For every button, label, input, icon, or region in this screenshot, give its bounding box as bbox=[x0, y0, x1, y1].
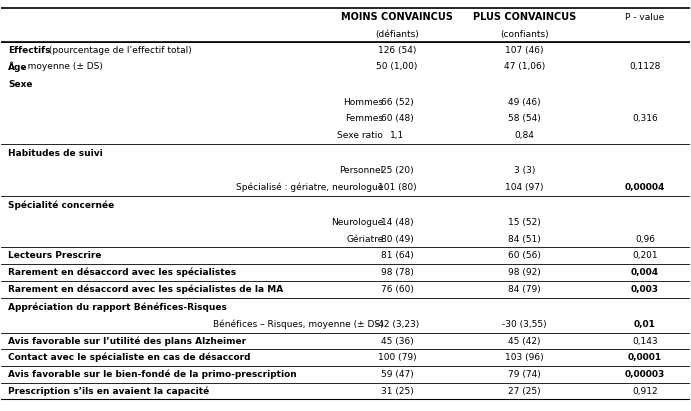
Text: Contact avec le spécialiste en cas de désaccord: Contact avec le spécialiste en cas de dé… bbox=[8, 353, 251, 363]
Text: PLUS CONVAINCUS: PLUS CONVAINCUS bbox=[473, 12, 576, 22]
Text: 0,912: 0,912 bbox=[632, 387, 658, 395]
Text: 107 (46): 107 (46) bbox=[505, 46, 544, 55]
Text: 0,1128: 0,1128 bbox=[630, 62, 661, 72]
Text: (confiants): (confiants) bbox=[500, 30, 549, 39]
Text: 0,00003: 0,00003 bbox=[625, 370, 665, 379]
Text: Prescription s’ils en avaient la capacité: Prescription s’ils en avaient la capacit… bbox=[8, 386, 209, 396]
Text: 80 (49): 80 (49) bbox=[381, 235, 413, 244]
Text: Hommes: Hommes bbox=[343, 98, 384, 106]
Text: 0,0001: 0,0001 bbox=[628, 353, 662, 362]
Text: 98 (78): 98 (78) bbox=[381, 268, 413, 277]
Text: Effectifs: Effectifs bbox=[8, 46, 50, 55]
Text: Appréciation du rapport Bénéfices-Risques: Appréciation du rapport Bénéfices-Risque… bbox=[8, 302, 227, 312]
Text: 60 (56): 60 (56) bbox=[508, 251, 541, 260]
Text: Bénéfices – Risques, moyenne (± DS): Bénéfices – Risques, moyenne (± DS) bbox=[213, 320, 384, 329]
Text: P - value: P - value bbox=[625, 13, 665, 22]
Text: Rarement en désaccord avec les spécialistes: Rarement en désaccord avec les spécialis… bbox=[8, 268, 236, 277]
Text: 104 (97): 104 (97) bbox=[505, 183, 544, 192]
Text: 31 (25): 31 (25) bbox=[381, 387, 413, 395]
Text: 81 (64): 81 (64) bbox=[381, 251, 413, 260]
Text: 50 (1,00): 50 (1,00) bbox=[377, 62, 418, 72]
Text: 47 (1,06): 47 (1,06) bbox=[504, 62, 545, 72]
Text: 60 (48): 60 (48) bbox=[381, 114, 413, 123]
Text: Neurologue: Neurologue bbox=[331, 218, 384, 227]
Text: (pourcentage de l’effectif total): (pourcentage de l’effectif total) bbox=[46, 46, 192, 55]
Text: 101 (80): 101 (80) bbox=[378, 183, 417, 192]
Text: Personnel: Personnel bbox=[339, 166, 384, 175]
Text: Avis favorable sur le bien-fondé de la primo-prescription: Avis favorable sur le bien-fondé de la p… bbox=[8, 369, 297, 379]
Text: Gériatre: Gériatre bbox=[346, 235, 384, 244]
Text: 15 (52): 15 (52) bbox=[508, 218, 541, 227]
Text: MOINS CONVAINCUS: MOINS CONVAINCUS bbox=[341, 12, 453, 22]
Text: (défiants): (défiants) bbox=[375, 30, 419, 39]
Text: 0,01: 0,01 bbox=[634, 320, 656, 329]
Text: 0,003: 0,003 bbox=[631, 285, 659, 294]
Text: Spécialité concernée: Spécialité concernée bbox=[8, 200, 115, 210]
Text: 3 (3): 3 (3) bbox=[513, 166, 535, 175]
Text: 49 (46): 49 (46) bbox=[508, 98, 541, 106]
Text: 45 (36): 45 (36) bbox=[381, 337, 413, 346]
Text: 0,201: 0,201 bbox=[632, 251, 658, 260]
Text: -30 (3,55): -30 (3,55) bbox=[502, 320, 547, 329]
Text: Avis favorable sur l’utilité des plans Alzheimer: Avis favorable sur l’utilité des plans A… bbox=[8, 336, 247, 346]
Text: 0,00004: 0,00004 bbox=[625, 183, 665, 192]
Text: 0,96: 0,96 bbox=[635, 235, 655, 244]
Text: 14 (48): 14 (48) bbox=[381, 218, 413, 227]
Text: 100 (79): 100 (79) bbox=[378, 353, 417, 362]
Text: 0,143: 0,143 bbox=[632, 337, 658, 346]
Text: Habitudes de suivi: Habitudes de suivi bbox=[8, 148, 103, 157]
Text: , moyenne (± DS): , moyenne (± DS) bbox=[22, 62, 103, 72]
Text: Sexe ratio: Sexe ratio bbox=[337, 131, 384, 140]
Text: Lecteurs Prescrire: Lecteurs Prescrire bbox=[8, 251, 102, 260]
Text: 59 (47): 59 (47) bbox=[381, 370, 413, 379]
Text: -42 (3,23): -42 (3,23) bbox=[375, 320, 419, 329]
Text: Âge: Âge bbox=[8, 62, 28, 72]
Text: 0,84: 0,84 bbox=[515, 131, 534, 140]
Text: 0,004: 0,004 bbox=[631, 268, 659, 277]
Text: Femmes: Femmes bbox=[346, 114, 384, 123]
Text: 45 (42): 45 (42) bbox=[508, 337, 540, 346]
Text: 27 (25): 27 (25) bbox=[508, 387, 541, 395]
Text: Spécialisé : gériatre, neurologue: Spécialisé : gériatre, neurologue bbox=[236, 182, 384, 192]
Text: 79 (74): 79 (74) bbox=[508, 370, 541, 379]
Text: Sexe: Sexe bbox=[8, 80, 32, 89]
Text: 84 (79): 84 (79) bbox=[508, 285, 541, 294]
Text: 1,1: 1,1 bbox=[390, 131, 404, 140]
Text: Rarement en désaccord avec les spécialistes de la MA: Rarement en désaccord avec les spécialis… bbox=[8, 284, 283, 294]
Text: 126 (54): 126 (54) bbox=[378, 46, 416, 55]
Text: 103 (96): 103 (96) bbox=[505, 353, 544, 362]
Text: 98 (92): 98 (92) bbox=[508, 268, 541, 277]
Text: 58 (54): 58 (54) bbox=[508, 114, 541, 123]
Text: 0,316: 0,316 bbox=[632, 114, 658, 123]
Text: 25 (20): 25 (20) bbox=[381, 166, 413, 175]
Text: 84 (51): 84 (51) bbox=[508, 235, 541, 244]
Text: 66 (52): 66 (52) bbox=[381, 98, 413, 106]
Text: 76 (60): 76 (60) bbox=[381, 285, 413, 294]
